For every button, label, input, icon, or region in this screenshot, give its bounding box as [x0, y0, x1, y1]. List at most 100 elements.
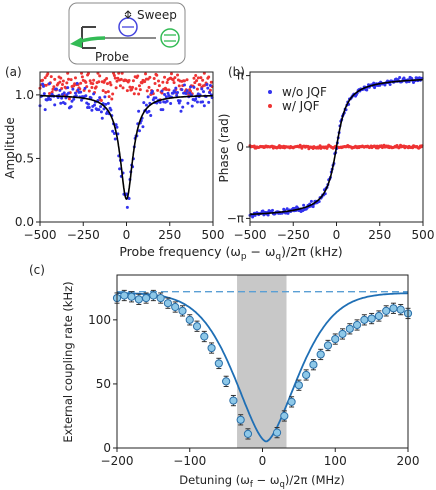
data-point-with-jqf	[80, 71, 84, 75]
data-point-with-jqf	[143, 80, 147, 84]
data-point-with-jqf	[97, 80, 101, 84]
data-point-with-jqf	[157, 79, 161, 83]
data-point-without-jqf	[113, 137, 117, 141]
data-point-with-jqf	[169, 72, 173, 76]
data-point-with-jqf	[60, 83, 64, 87]
legend-dot-with	[268, 104, 272, 108]
data-point-with-jqf	[108, 80, 112, 84]
data-point-without-jqf	[114, 123, 118, 127]
y-tick-label: 50	[96, 377, 111, 391]
data-point	[287, 397, 296, 406]
data-point-without-jqf	[158, 100, 162, 104]
data-point-without-jqf	[200, 87, 204, 91]
data-point	[360, 315, 369, 324]
data-point-without-jqf	[146, 95, 150, 99]
data-point-with-jqf	[125, 89, 129, 93]
legend-dot-without	[268, 90, 272, 94]
data-point-with-jqf	[51, 87, 55, 91]
data-point-without-jqf	[202, 104, 206, 108]
data-point-with-jqf	[50, 90, 54, 94]
data-point-without-jqf	[92, 92, 96, 96]
data-point-without-jqf	[266, 213, 270, 217]
data-point	[243, 429, 253, 439]
data-point-with-jqf	[173, 76, 177, 80]
data-point-without-jqf	[164, 95, 168, 99]
data-point-without-jqf	[43, 108, 47, 112]
data-point-without-jqf	[189, 85, 193, 89]
data-point-without-jqf	[59, 101, 63, 105]
data-point-without-jqf	[104, 102, 108, 106]
data-point-with-jqf	[49, 75, 53, 79]
panel-c-ticks: −200 −100 0 100 200 0 50 100	[88, 313, 419, 468]
data-point-with-jqf	[115, 79, 119, 83]
inset-schematic: Sweep Probe	[68, 2, 186, 65]
data-point	[178, 306, 187, 315]
data-point	[374, 311, 383, 321]
data-point-with-jqf	[53, 77, 57, 81]
data-point-with-jqf	[96, 71, 100, 75]
data-point	[396, 305, 405, 314]
data-point-with-jqf	[155, 73, 159, 77]
data-point-with-jqf	[113, 76, 117, 80]
data-point-without-jqf	[188, 91, 192, 95]
data-point-with-jqf	[107, 95, 111, 99]
data-point-without-jqf	[365, 88, 369, 92]
data-point-without-jqf	[53, 103, 57, 107]
data-point-without-jqf	[69, 105, 73, 109]
data-point	[192, 322, 202, 331]
data-point-without-jqf	[120, 158, 124, 162]
data-point-without-jqf	[163, 93, 167, 97]
data-point-without-jqf	[137, 129, 141, 133]
data-point-with-jqf	[61, 79, 65, 83]
data-point	[200, 332, 209, 341]
data-point	[272, 428, 282, 437]
panel-b-fit-line	[250, 78, 423, 216]
data-point-with-jqf	[87, 89, 91, 93]
data-point-without-jqf	[178, 99, 182, 103]
data-point-without-jqf	[80, 98, 84, 102]
data-point-with-jqf	[193, 81, 197, 85]
data-point-without-jqf	[184, 92, 188, 96]
data-point-without-jqf	[75, 81, 79, 85]
data-point-with-jqf	[67, 97, 71, 101]
data-point-without-jqf	[147, 109, 151, 113]
data-point-with-jqf	[105, 82, 109, 86]
data-point-without-jqf	[169, 102, 173, 106]
data-point-without-jqf	[160, 89, 164, 93]
data-point-without-jqf	[92, 103, 96, 107]
data-point-without-jqf	[99, 110, 103, 114]
data-point-with-jqf	[209, 80, 213, 84]
data-point-with-jqf	[138, 88, 142, 92]
panel-c-fit-line	[117, 292, 409, 443]
data-point-with-jqf	[185, 78, 189, 82]
data-point	[156, 293, 165, 303]
data-point-without-jqf	[154, 96, 158, 100]
panel-b-legend: w/o JQF w/ JQF	[268, 85, 327, 113]
data-point-with-jqf	[52, 85, 56, 89]
data-point-with-jqf	[157, 84, 161, 88]
data-point-with-jqf	[86, 71, 90, 75]
data-point-without-jqf	[207, 100, 211, 104]
inset-circle-green	[160, 28, 180, 48]
legend-label-without: w/o JQF	[282, 85, 327, 99]
data-point	[163, 299, 173, 308]
inset-probe-label: Probe	[95, 50, 129, 64]
data-point-without-jqf	[109, 108, 113, 112]
data-point-without-jqf	[90, 108, 94, 112]
x-tick-label: −100	[173, 454, 206, 468]
data-point-with-jqf	[182, 79, 186, 83]
data-point	[207, 343, 216, 353]
data-point-with-jqf	[128, 85, 132, 89]
data-point-with-jqf	[119, 77, 123, 81]
data-point-with-jqf	[199, 76, 203, 80]
data-point-without-jqf	[173, 90, 177, 94]
data-point-without-jqf	[201, 100, 205, 104]
data-point-with-jqf	[137, 92, 141, 96]
data-point-without-jqf	[100, 116, 104, 120]
data-point	[229, 396, 238, 405]
data-point-with-jqf	[79, 81, 83, 85]
data-point-with-jqf	[171, 78, 175, 82]
data-point-without-jqf	[190, 104, 194, 108]
panel-b: (b) −500 −250 0 250 500 −π 0 π Phase (rad) w/o …	[217, 65, 434, 242]
